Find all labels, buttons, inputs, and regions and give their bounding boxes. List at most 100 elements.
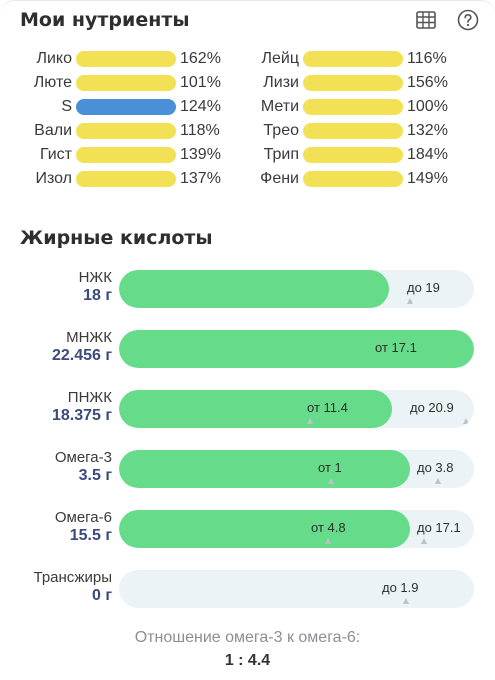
- nutrient-label: Люте: [33, 74, 72, 91]
- fat-progress-track: до 1.9: [119, 570, 474, 608]
- nutrient-bar: [303, 123, 403, 139]
- nutrient-row[interactable]: Вали 118%: [4, 120, 230, 142]
- nutrient-percent: 184%: [407, 146, 448, 163]
- nutrient-label: Трип: [263, 146, 299, 163]
- fat-progress-track: от 11.4 до 20.9: [119, 390, 474, 428]
- nutrient-bar: [303, 99, 403, 115]
- fat-progress-fill: [119, 270, 389, 308]
- nutrient-bar: [76, 99, 176, 115]
- fat-name: Омега-6: [54, 509, 112, 526]
- nutrient-percent: 116%: [407, 50, 447, 67]
- fat-row[interactable]: ПНЖК 18.375 г от 11.4 до 20.9: [0, 389, 495, 429]
- omega-ratio: Отношение омега-3 к омега-6: 1 : 4.4: [0, 629, 495, 670]
- nutrient-row[interactable]: S 124%: [4, 96, 230, 118]
- fat-progress-track: до 19: [119, 270, 474, 308]
- help-icon[interactable]: [457, 9, 479, 31]
- range-marker-label: до 20.9: [410, 400, 454, 415]
- fat-label: НЖК 18 г: [79, 269, 112, 305]
- nutrients-header: Мои нутриенты: [20, 7, 479, 33]
- nutrient-percent: 118%: [180, 122, 220, 139]
- nutrient-label: Вали: [34, 122, 72, 139]
- fat-progress-fill: [119, 450, 410, 488]
- ratio-label: Отношение омега-3 к омега-6:: [134, 629, 361, 646]
- nutrient-bar: [76, 171, 176, 187]
- fat-progress-fill: [119, 510, 410, 548]
- fat-row[interactable]: Омега-3 3.5 г от 1 до 3.8: [0, 449, 495, 489]
- nutrient-row[interactable]: Изол 137%: [4, 168, 230, 190]
- nutrient-percent: 156%: [407, 74, 448, 91]
- nutrient-row[interactable]: Люте 101%: [4, 72, 230, 94]
- fat-row[interactable]: Омега-6 15.5 г от 4.8 до 17.1: [0, 509, 495, 549]
- nutrient-label: Лико: [36, 50, 72, 67]
- fat-progress-fill: [119, 390, 392, 428]
- nutrient-row[interactable]: Гист 139%: [4, 144, 230, 166]
- nutrient-percent: 149%: [407, 170, 448, 187]
- range-marker-label: до 17.1: [417, 520, 461, 535]
- nutrient-bar: [303, 171, 403, 187]
- nutrient-bar: [76, 147, 176, 163]
- nutrient-percent: 124%: [180, 98, 221, 115]
- nutrient-bar: [303, 75, 403, 91]
- range-marker-label: от 17.1: [375, 340, 417, 355]
- fat-amount: 18 г: [83, 287, 112, 304]
- range-marker-label: до 3.8: [417, 460, 454, 475]
- header-icons: [415, 9, 479, 31]
- nutrient-label: Изол: [35, 170, 72, 187]
- fat-name: ПНЖК: [67, 389, 112, 406]
- fat-label: МНЖК 22.456 г: [52, 329, 112, 365]
- fat-name: Трансжиры: [33, 569, 113, 586]
- fat-name: Омега-3: [54, 449, 112, 466]
- fat-progress-track: от 4.8 до 17.1: [119, 510, 474, 548]
- section-title-nutrients: Мои нутриенты: [20, 9, 190, 31]
- fat-progress-fill: [119, 330, 474, 368]
- section-title-fats: Жирные кислоты: [20, 227, 213, 249]
- range-tick-icon: [463, 418, 469, 424]
- nutrient-label: S: [61, 98, 72, 115]
- nutrient-row[interactable]: Трео 132%: [238, 120, 457, 142]
- nutrient-row[interactable]: Мети 100%: [238, 96, 457, 118]
- nutrient-label: Лизи: [263, 74, 299, 91]
- fat-amount: 22.456 г: [51, 347, 112, 364]
- nutrient-bar: [303, 147, 403, 163]
- fat-label: Омега-6 15.5 г: [55, 509, 112, 545]
- nutrient-row[interactable]: Лейц 116%: [238, 48, 457, 70]
- fat-label: ПНЖК 18.375 г: [52, 389, 112, 425]
- range-marker-label: до 1.9: [382, 580, 419, 595]
- nutrient-label: Гист: [39, 146, 72, 163]
- fat-name: НЖК: [78, 269, 112, 286]
- fat-amount: 18.375 г: [51, 407, 112, 424]
- range-tick-icon: [325, 538, 331, 544]
- range-tick-icon: [403, 598, 409, 604]
- fat-label: Трансжиры 0 г: [34, 569, 113, 605]
- fat-progress-track: от 17.1: [119, 330, 474, 368]
- nutrient-label: Лейц: [261, 50, 300, 67]
- fat-amount: 3.5 г: [78, 467, 112, 484]
- nutrient-percent: 132%: [407, 122, 448, 139]
- fat-row[interactable]: НЖК 18 г до 19: [0, 269, 495, 309]
- nutrient-percent: 101%: [180, 74, 221, 91]
- nutrient-label: Мети: [260, 98, 299, 115]
- fat-row[interactable]: МНЖК 22.456 г от 17.1: [0, 329, 495, 369]
- range-marker-label: от 11.4: [307, 400, 348, 415]
- nutrient-row[interactable]: Трип 184%: [238, 144, 457, 166]
- nutrient-label: Трео: [263, 122, 299, 139]
- nutrient-bar: [76, 123, 176, 139]
- range-tick-icon: [435, 478, 441, 484]
- fat-progress-track: от 1 до 3.8: [119, 450, 474, 488]
- table-icon[interactable]: [415, 9, 437, 31]
- nutrient-row[interactable]: Лизи 156%: [238, 72, 457, 94]
- range-tick-icon: [421, 538, 427, 544]
- range-marker-label: от 4.8: [311, 520, 346, 535]
- range-tick-icon: [307, 418, 313, 424]
- range-marker-label: до 19: [407, 280, 440, 295]
- nutrient-percent: 137%: [180, 170, 221, 187]
- nutrient-row[interactable]: Фени 149%: [238, 168, 457, 190]
- fat-label: Омега-3 3.5 г: [55, 449, 112, 485]
- nutrient-row[interactable]: Лико 162%: [4, 48, 230, 70]
- ratio-value: 1 : 4.4: [224, 652, 271, 669]
- nutrient-bar: [303, 51, 403, 67]
- fat-amount: 0 г: [91, 587, 112, 604]
- fat-row[interactable]: Трансжиры 0 г до 1.9: [0, 569, 495, 609]
- nutrient-percent: 100%: [407, 98, 448, 115]
